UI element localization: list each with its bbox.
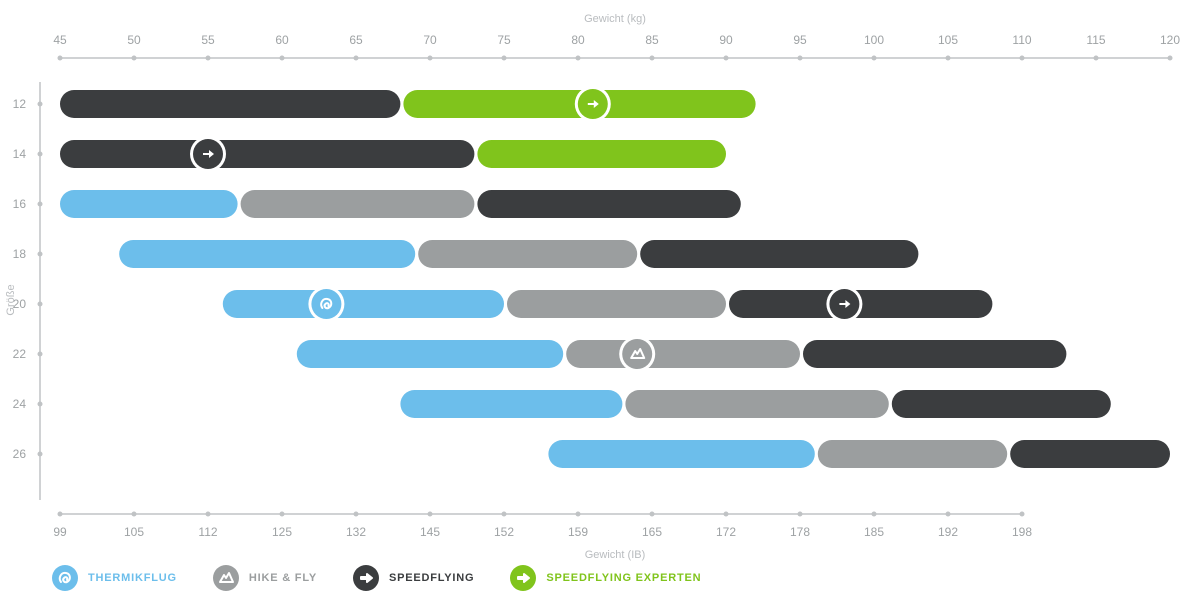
segment-speed bbox=[60, 140, 474, 168]
tick-top: 110 bbox=[1012, 33, 1031, 47]
row-size-24 bbox=[400, 390, 1110, 418]
tick-top: 45 bbox=[53, 33, 67, 47]
tick-left: 26 bbox=[13, 447, 27, 461]
segment-hikefly bbox=[507, 290, 726, 318]
peak-badge bbox=[619, 336, 655, 372]
row-size-18 bbox=[119, 240, 918, 268]
tick-bottom: 99 bbox=[53, 525, 67, 539]
tick-left: 18 bbox=[13, 247, 27, 261]
tick-bottom: 185 bbox=[864, 525, 884, 539]
tick-top: 120 bbox=[1160, 33, 1180, 47]
segment-thermik bbox=[548, 440, 814, 468]
legend-label: SPEEDFLYING EXPERTEN bbox=[546, 572, 701, 584]
tick-bottom: 172 bbox=[716, 525, 736, 539]
arrow-badge bbox=[826, 286, 862, 322]
tick-bottom: 192 bbox=[938, 525, 958, 539]
legend-item-thermik: THERMIKFLUG bbox=[52, 565, 177, 591]
segment-speed bbox=[892, 390, 1111, 418]
axis-left-title: Größe bbox=[5, 284, 17, 315]
segment-expert bbox=[477, 140, 726, 168]
tick-top: 70 bbox=[423, 33, 437, 47]
arrow-icon bbox=[353, 565, 379, 591]
segment-hikefly bbox=[818, 440, 1007, 468]
tick-top: 55 bbox=[201, 33, 215, 47]
legend-label: THERMIKFLUG bbox=[88, 572, 177, 584]
tick-top: 105 bbox=[938, 33, 958, 47]
tick-bottom: 132 bbox=[346, 525, 366, 539]
tick-bottom: 145 bbox=[420, 525, 440, 539]
weight-size-chart: 45 50 55 60 65 70 75 80 85 90 95 100 105 110 115 120 Gew… bbox=[0, 0, 1200, 609]
arrow-icon bbox=[510, 565, 536, 591]
segment-thermik bbox=[400, 390, 622, 418]
tick-bottom: 152 bbox=[494, 525, 514, 539]
segment-hikefly bbox=[241, 190, 475, 218]
tick-left: 16 bbox=[13, 197, 27, 211]
legend: THERMIKFLUG HIKE & FLY SPEEDFLYING SPEEDFLY… bbox=[52, 565, 701, 591]
tick-bottom: 105 bbox=[124, 525, 144, 539]
segment-hikefly bbox=[418, 240, 637, 268]
tick-left: 12 bbox=[13, 97, 27, 111]
segment-speed bbox=[803, 340, 1066, 368]
axis-top-title: Gewicht (kg) bbox=[584, 13, 646, 25]
row-size-16 bbox=[60, 190, 741, 218]
tick-top: 75 bbox=[497, 33, 511, 47]
swirl-badge bbox=[308, 286, 344, 322]
segment-speed bbox=[477, 190, 740, 218]
row-size-12 bbox=[60, 90, 756, 118]
tick-top: 115 bbox=[1086, 33, 1105, 47]
tick-left: 22 bbox=[13, 347, 27, 361]
row-size-26 bbox=[548, 440, 1170, 468]
tick-bottom: 178 bbox=[790, 525, 810, 539]
segment-hikefly bbox=[566, 340, 800, 368]
tick-bottom: 165 bbox=[642, 525, 662, 539]
tick-bottom: 159 bbox=[568, 525, 588, 539]
tick-top: 95 bbox=[793, 33, 807, 47]
arrow-badge bbox=[190, 136, 226, 172]
tick-bottom: 198 bbox=[1012, 525, 1032, 539]
tick-top: 85 bbox=[645, 33, 659, 47]
tick-top: 50 bbox=[127, 33, 141, 47]
tick-top: 100 bbox=[864, 33, 884, 47]
chart-svg: 45 50 55 60 65 70 75 80 85 90 95 100 105 110 115 120 Gew… bbox=[0, 0, 1200, 609]
legend-label: HIKE & FLY bbox=[249, 572, 317, 584]
tick-left: 24 bbox=[13, 397, 27, 411]
legend-label: SPEEDFLYING bbox=[389, 572, 474, 584]
row-size-22 bbox=[297, 340, 1067, 368]
tick-top: 80 bbox=[571, 33, 585, 47]
axis-bottom-title: Gewicht (IB) bbox=[585, 549, 646, 561]
legend-item-hikefly: HIKE & FLY bbox=[213, 565, 317, 591]
segment-thermik bbox=[60, 190, 238, 218]
segment-thermik bbox=[119, 240, 415, 268]
segment-speed bbox=[60, 90, 400, 118]
swirl-icon bbox=[52, 565, 78, 591]
segment-thermik bbox=[223, 290, 504, 318]
tick-bottom: 125 bbox=[272, 525, 292, 539]
tick-top: 90 bbox=[719, 33, 733, 47]
tick-top: 60 bbox=[275, 33, 289, 47]
segment-speed bbox=[640, 240, 918, 268]
segment-thermik bbox=[297, 340, 563, 368]
segment-speed bbox=[1010, 440, 1170, 468]
legend-item-expert: SPEEDFLYING EXPERTEN bbox=[510, 565, 701, 591]
tick-left: 14 bbox=[13, 147, 27, 161]
legend-item-speed: SPEEDFLYING bbox=[353, 565, 474, 591]
tick-bottom: 112 bbox=[198, 525, 217, 539]
arrow-badge bbox=[575, 86, 611, 122]
peak-icon bbox=[213, 565, 239, 591]
tick-top: 65 bbox=[349, 33, 363, 47]
segment-hikefly bbox=[625, 390, 888, 418]
row-size-14 bbox=[60, 140, 726, 168]
